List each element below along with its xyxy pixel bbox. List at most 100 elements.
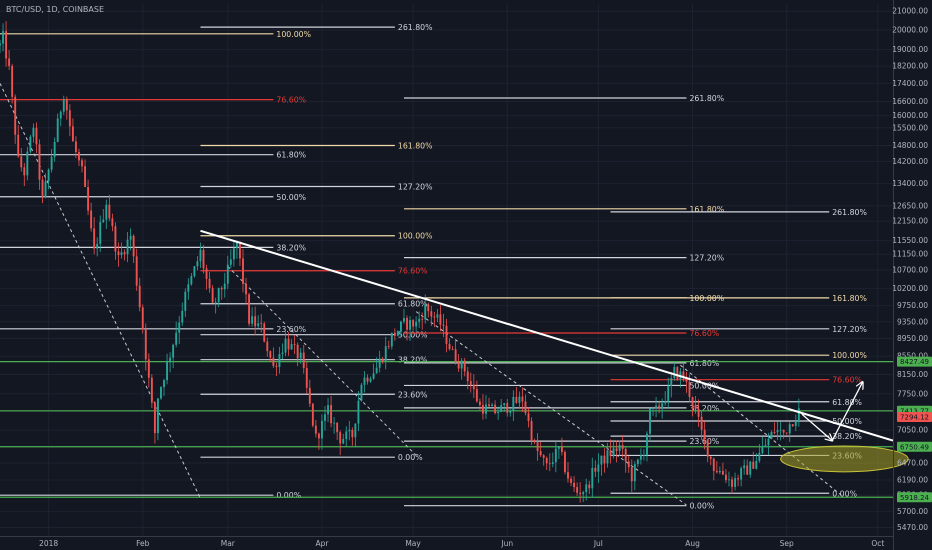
candle-body [630, 467, 633, 482]
candle-body [333, 422, 336, 424]
candle-body [536, 442, 539, 452]
candle-body [399, 321, 402, 332]
fib-level-label: 38.20% [689, 404, 719, 413]
candle-body [163, 380, 165, 388]
price-badge-label: 8427.49 [900, 358, 929, 366]
candle-body [424, 304, 427, 320]
candle-body [281, 352, 284, 355]
candle-body [308, 387, 311, 404]
candle-body [576, 487, 579, 493]
candle-body [494, 404, 497, 414]
candle-body [542, 455, 545, 458]
candle-body [746, 465, 749, 475]
candle-body [245, 283, 247, 295]
candle-body [123, 252, 126, 255]
y-tick-label: 19000.00 [892, 45, 928, 54]
candle-body [475, 389, 478, 402]
candle-body [324, 414, 326, 421]
time-axis[interactable]: 2018 Feb Mar Apr May Jun Jul Aug Sep Oct [39, 539, 884, 548]
fib-level-label: 0.00% [832, 489, 857, 498]
candle-body [56, 118, 59, 142]
candle-body [776, 430, 779, 433]
candle-body [62, 99, 65, 112]
price-axis[interactable]: 5470.005700.005950.006190.006470.006760.… [892, 7, 928, 532]
candle-body [90, 210, 93, 229]
candle-body [673, 366, 676, 379]
candle-body [797, 408, 800, 422]
candle-body [621, 445, 624, 449]
candle-body [354, 423, 357, 438]
candle-body [305, 368, 308, 388]
candle-body [290, 344, 293, 350]
price-badge-label: 7294.12 [900, 414, 929, 422]
y-tick-label: 7750.00 [897, 389, 928, 398]
dashed-trend-line [227, 266, 417, 456]
candle-body [81, 160, 83, 167]
candle-body [682, 371, 685, 379]
candle-body [436, 314, 439, 318]
candle-body [366, 377, 369, 382]
candle-body [448, 343, 451, 350]
candle-body [670, 378, 673, 387]
fib-level-label: 161.80% [398, 142, 433, 151]
candle-body [260, 323, 263, 325]
fib-level-label: 61.80% [398, 300, 428, 309]
candle-body [485, 404, 487, 414]
candle-body [658, 405, 661, 409]
candle-body [752, 461, 755, 469]
candle-body [117, 251, 120, 256]
candle-body [330, 405, 333, 424]
fib-level-label: 38.20% [276, 243, 306, 252]
y-tick-label: 8150.00 [897, 370, 928, 379]
candle-body [585, 484, 588, 493]
candle-body [99, 222, 102, 244]
candle-body [709, 456, 712, 459]
candle-body [357, 400, 360, 424]
candle-body [150, 377, 153, 403]
candle-body [390, 332, 393, 347]
candle-body [685, 378, 688, 382]
candle-body [564, 452, 566, 473]
candle-body [521, 396, 524, 402]
candle-body [257, 323, 260, 327]
candle-body [296, 344, 299, 359]
fib-level-label: 261.80% [398, 23, 433, 32]
descending-trendline [200, 229, 894, 442]
candle-body [603, 455, 606, 464]
candle-body [612, 448, 615, 457]
candle-body [87, 186, 90, 211]
candle-body [132, 235, 135, 257]
x-tick-label: May [405, 539, 421, 548]
candle-body [652, 408, 654, 409]
candle-body [129, 235, 132, 240]
candle-body [728, 479, 730, 481]
candle-body [554, 448, 557, 463]
x-tick-label: 2018 [39, 539, 58, 548]
y-tick-label: 17400.00 [892, 79, 928, 88]
candle-body [655, 405, 658, 409]
y-tick-label: 5700.00 [897, 507, 928, 516]
candle-body [749, 461, 752, 475]
candle-body [317, 433, 320, 439]
y-tick-label: 8550.00 [897, 352, 928, 361]
candle-body [731, 479, 733, 487]
candle-body [557, 446, 560, 449]
candle-body [570, 478, 572, 483]
candle-body [773, 431, 776, 433]
y-tick-label: 12150.00 [892, 217, 928, 226]
candle-body [445, 325, 448, 344]
candle-body [618, 445, 621, 452]
candle-body [23, 167, 26, 176]
candle-body [275, 365, 278, 367]
candle-body [712, 458, 715, 471]
candle-body [84, 166, 86, 187]
candle-body [579, 492, 582, 495]
candle-body [725, 474, 727, 481]
candle-body [460, 360, 463, 369]
candle-body [761, 447, 764, 453]
candle-body [20, 156, 23, 168]
target-zone-ellipse [780, 445, 909, 473]
fib-level-label: 38.20% [832, 432, 862, 441]
candle-body [582, 492, 585, 495]
